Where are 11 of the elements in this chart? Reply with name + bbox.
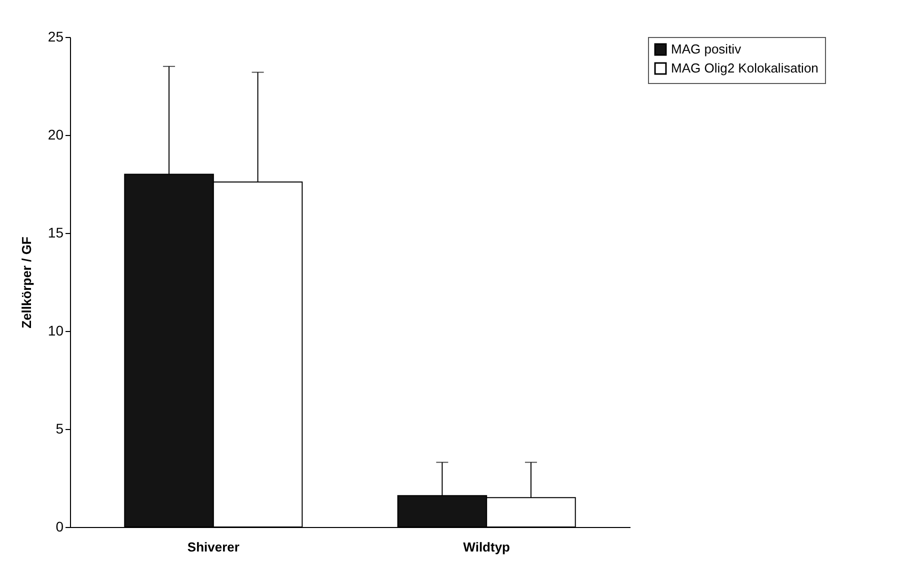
y-tick-label: 10 — [48, 322, 64, 338]
y-tick-label: 5 — [56, 420, 64, 436]
legend-label: MAG positiv — [671, 42, 742, 56]
y-tick-label: 25 — [48, 28, 64, 44]
y-axis-title: Zellkörper / GF — [18, 236, 34, 328]
legend-label: MAG Olig2 Kolokalisation — [671, 60, 818, 76]
y-tick-label: 0 — [56, 518, 64, 534]
y-tick-label: 20 — [48, 126, 64, 142]
y-tick-label: 15 — [48, 224, 64, 240]
x-tick-label: Shiverer — [187, 540, 240, 554]
x-tick-label: Wildtyp — [463, 540, 510, 554]
